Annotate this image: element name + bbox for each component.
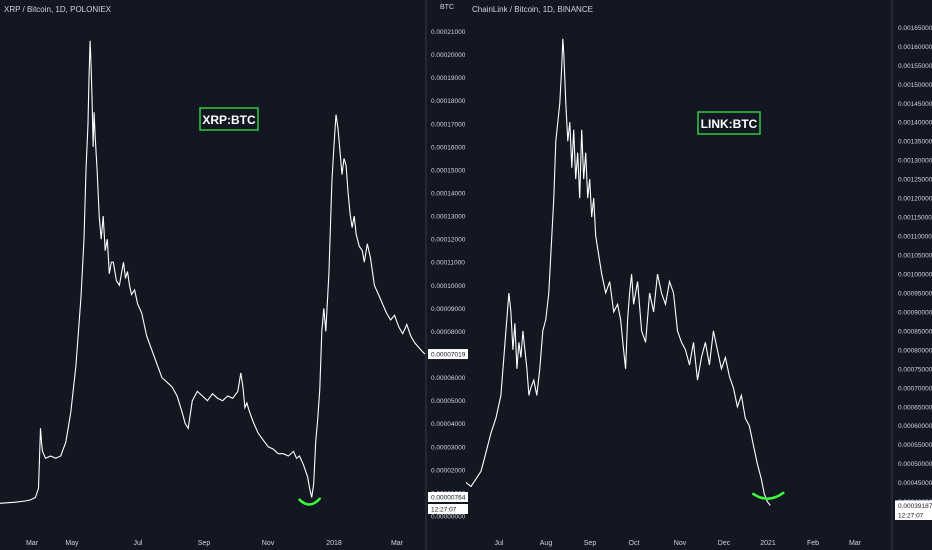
- y-tick-label: 0.00050000: [898, 461, 932, 468]
- time-badge-bg: [895, 510, 932, 520]
- x-tick-label: Mar: [26, 540, 39, 547]
- y-tick-label: 0.00080000: [898, 347, 932, 354]
- y-tick-label: 0.00005000: [431, 398, 466, 405]
- y-tick-label: 0.00120000: [898, 196, 932, 203]
- low-price-badge-text: 0.00000764: [431, 495, 466, 502]
- y-tick-label: 0.00075000: [898, 366, 932, 373]
- y-axis: 0.00165000 0.00160000 0.00155000 0.00150000…: [898, 25, 932, 506]
- pair-label-box: [697, 111, 761, 135]
- price-badge-bg: [895, 500, 932, 511]
- price-badge-bg: [428, 349, 468, 360]
- y-tick-label: 0.00090000: [898, 309, 932, 316]
- y-tick-label: 0.00155000: [898, 63, 932, 70]
- x-tick-label: Sep: [198, 540, 211, 547]
- y-axis-unit: BTC: [440, 4, 454, 11]
- y-tick-label: 0.00004000: [431, 421, 466, 428]
- y-tick-label: 0.00014000: [431, 191, 466, 198]
- y-tick-label: 0.00115000: [898, 215, 932, 222]
- price-line: [465, 38, 771, 506]
- pair-label: LINK:BTC: [701, 117, 758, 131]
- y-tick-label: 0.00021000: [431, 29, 466, 36]
- y-tick-label: 0.00065000: [898, 404, 932, 411]
- link-btc-chart: ChainLink / Bitcoin, 1D, BINANCE LINK:BT…: [465, 5, 932, 547]
- bottom-annotation: [298, 497, 322, 506]
- y-tick-label: 0.00125000: [898, 177, 932, 184]
- time-badge-bg: [428, 504, 468, 514]
- y-tick-label: 0.00165000: [898, 25, 932, 32]
- y-tick-label: 0.00019000: [431, 75, 466, 82]
- x-tick-label: Aug: [540, 540, 553, 547]
- y-tick-label: 0.00045000: [898, 480, 932, 487]
- y-tick-label: 0.00020000: [431, 52, 466, 59]
- time-badge: 12:27:07: [428, 504, 468, 514]
- x-tick-label: Feb: [807, 540, 819, 547]
- x-tick-label: 2021: [760, 540, 776, 547]
- y-tick-label: 0.00110000: [898, 234, 932, 241]
- y-tick-label: 0.00016000: [431, 144, 466, 151]
- xrp-btc-chart: XRP / Bitcoin, 1D, POLONIEX BTC XRP:BTC …: [0, 4, 468, 547]
- x-tick-label: Mar: [391, 540, 404, 547]
- price-badge-text: 0.00007019: [431, 352, 466, 359]
- time-badge: 12:27:07: [895, 510, 932, 520]
- x-tick-label: 2018: [326, 540, 342, 547]
- chart-title: XRP / Bitcoin, 1D, POLONIEX: [4, 5, 112, 14]
- chart-title: ChainLink / Bitcoin, 1D, BINANCE: [472, 5, 593, 14]
- time-badge-text: 12:27:07: [431, 507, 457, 514]
- x-tick-label: Nov: [674, 540, 687, 547]
- y-tick-label: 0.00140000: [898, 120, 932, 127]
- y-tick-label: 0.00006000: [431, 375, 466, 382]
- x-tick-label: Nov: [262, 540, 275, 547]
- x-tick-label: Mar: [849, 540, 862, 547]
- y-tick-label: 0.00003000: [431, 444, 466, 451]
- pair-label: XRP:BTC: [202, 113, 256, 127]
- y-tick-label: 0.00002000: [431, 467, 466, 474]
- x-tick-label: Jul: [134, 540, 143, 547]
- price-badges: 0.00007019 0.00000764 12:27:07: [428, 349, 468, 514]
- price-badge: 0.00039187: [895, 500, 932, 511]
- y-tick-label: 0.00130000: [898, 158, 932, 165]
- y-tick-label: 0.00135000: [898, 139, 932, 146]
- y-tick-label: 0.00105000: [898, 253, 932, 260]
- y-tick-label: 0.00160000: [898, 44, 932, 51]
- y-tick-label: 0.00017000: [431, 121, 466, 128]
- y-tick-label: 0.00008000: [431, 329, 466, 336]
- y-tick-label: 0.00012000: [431, 237, 466, 244]
- x-tick-label: Jul: [495, 540, 504, 547]
- y-tick-label: 0.00100000: [898, 271, 932, 278]
- price-badge: 0.00007019: [428, 349, 468, 360]
- y-tick-label: 0.00015000: [431, 167, 466, 174]
- y-tick-label: 0.00085000: [898, 328, 932, 335]
- y-tick-label: 0.00010000: [431, 283, 466, 290]
- y-tick-label: 0.00070000: [898, 385, 932, 392]
- y-tick-label: 0.00011000: [431, 260, 465, 267]
- y-tick-label: 0.00060000: [898, 423, 932, 430]
- y-tick-label: 0.00009000: [431, 306, 466, 313]
- y-tick-label: 0.00013000: [431, 214, 466, 221]
- x-axis: Mar May Jul Sep Nov 2018 Mar: [26, 540, 404, 547]
- y-tick-label: 0.00150000: [898, 82, 932, 89]
- bottom-annotation: [752, 491, 785, 500]
- y-tick-label: 0.00145000: [898, 101, 932, 108]
- low-price-badge: 0.00000764: [428, 492, 468, 502]
- y-tick-label: 0.00018000: [431, 98, 466, 105]
- low-price-badge-bg: [428, 492, 468, 502]
- price-line: [0, 40, 426, 504]
- y-tick-label: 0.00000000: [431, 514, 466, 521]
- time-badge-text: 12:27:07: [898, 513, 924, 520]
- x-tick-label: May: [65, 540, 79, 547]
- y-tick-label: 0.00055000: [898, 442, 932, 449]
- x-tick-label: Dec: [718, 540, 731, 547]
- x-tick-label: Oct: [629, 540, 640, 547]
- x-axis: Jul Aug Sep Oct Nov Dec 2021 Feb Mar: [495, 540, 862, 547]
- y-tick-label: 0.00095000: [898, 290, 932, 297]
- x-tick-label: Sep: [584, 540, 597, 547]
- pair-label-box: [199, 107, 259, 131]
- price-badges: 0.00039187 12:27:07: [895, 500, 932, 520]
- price-badge-text: 0.00039187: [898, 503, 932, 510]
